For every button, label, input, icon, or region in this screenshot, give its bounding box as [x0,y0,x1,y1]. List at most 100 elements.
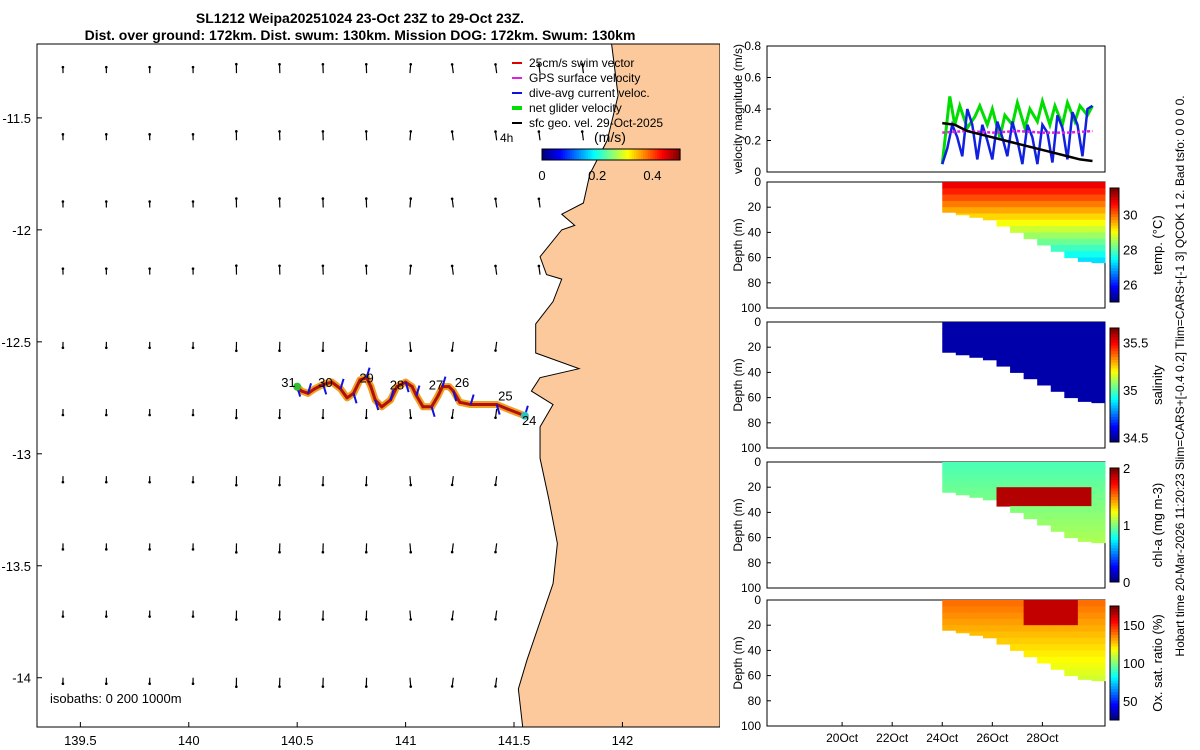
section-cell [1064,347,1079,354]
section-cell [1037,474,1052,482]
geo-vel-arrow [494,341,498,351]
section-y-tick-label: 100 [741,719,761,733]
section-cell [1050,226,1065,233]
section-colorbar-cell [1110,196,1119,200]
section-cell [1037,207,1052,214]
section-colorbar-cell [1110,473,1119,478]
section-colorbar-cell [1110,436,1119,440]
section-cell [1037,347,1052,354]
geo-vel-arrow [409,341,412,351]
colorbar-cell [606,149,610,160]
current-vector [339,378,345,390]
section-colorbar-cell [1110,547,1119,552]
section-cell [1064,328,1079,336]
section-y-tick-label: 60 [748,391,762,405]
section-colorbar-cell [1110,439,1119,443]
section-cell [1077,219,1092,227]
section-colorbar-cell [1110,556,1119,560]
geo-vel-arrowhead [191,682,195,686]
section-cell [969,462,984,469]
geo-vel-arrowhead [409,264,413,268]
section-colorbar-cell [1110,270,1119,274]
legend-label: sfc geo. vel. 29-Oct-2025 [529,116,663,130]
section-cell [1077,238,1092,246]
geo-vel-arrowhead [494,349,497,352]
track-start-marker [520,411,529,420]
section-colorbar-tick-label: 1 [1123,518,1130,533]
section-cell [969,493,984,498]
section-cell [996,340,1011,348]
section-colorbar-cell [1110,293,1119,297]
section-colorbar-cell [1110,608,1119,613]
colorbar-cell [615,149,619,160]
section-cell [1023,226,1038,233]
colorbar-cell [544,149,548,160]
section-cell [1077,391,1092,399]
section-cell [1010,480,1025,488]
section-colorbar-cell [1110,579,1119,583]
geo-vel-arrowhead [364,416,368,420]
section-cell [1064,600,1079,607]
section-cell [982,631,998,639]
geo-vel-arrowhead [409,483,413,487]
section-cell [1091,391,1106,399]
colorbar-cell [631,149,635,160]
geo-vel-arrowhead [409,197,413,200]
section-colorbar-cell [1110,505,1119,509]
section-cell [1037,372,1052,380]
section-colorbar-cell [1110,345,1119,349]
colorbar-cell [620,149,624,160]
colorbar-cell [643,149,647,160]
section-colorbar-cell [1110,396,1119,400]
section-cell [1037,650,1052,658]
section-cell [1010,194,1025,202]
section-cell [969,328,984,336]
section-cell [982,353,998,361]
section-cell [1023,194,1038,202]
colorbar-cell [574,149,578,160]
geo-vel-arrowhead [191,267,195,270]
section-cell [1037,322,1052,329]
section-colorbar-tick-label: 30 [1123,207,1137,222]
section-cell [1037,378,1052,386]
section-cell [1064,226,1079,233]
section-colorbar-cell [1110,542,1119,546]
section-cell [1010,625,1025,632]
section-cell [1050,480,1065,488]
geo-vel-arrowhead [321,62,325,66]
section-cell [1091,200,1106,208]
section-colorbar-cell [1110,259,1119,263]
colorbar-cell [599,149,603,160]
geo-vel-arrow [538,64,541,74]
map-x-tick-label: 142 [612,733,634,748]
geo-vel-arrowhead [104,682,108,686]
geo-vel-arrow [451,64,454,74]
section-cell [1010,606,1025,614]
section-cell [1037,618,1052,626]
section-cell [942,188,957,196]
geo-vel-arrowhead [321,349,325,352]
section-cell [1077,257,1092,262]
current-vector [495,404,501,415]
section-cell [1077,200,1092,208]
section-cell [1037,512,1052,520]
geo-vel-arrow [451,131,454,141]
section-colorbar-tick-label: 50 [1123,694,1137,709]
velocity-y-tick-label: 0.6 [744,71,761,85]
section-colorbar-cell [1110,614,1119,618]
section-y-tick-label: 20 [748,340,762,354]
section-cell [996,493,1011,501]
section-cell [996,328,1011,336]
section-cell [1091,531,1106,539]
section-colorbar-tick-label: 26 [1123,277,1137,292]
section-colorbar-cell [1110,213,1119,217]
section-cell [1050,238,1065,246]
section-cell [1023,618,1038,626]
section-colorbar-cell [1110,219,1119,223]
chart-subtitle: Dist. over ground: 172km. Dist. swum: 13… [84,27,636,43]
geo-vel-arrowhead [191,548,195,551]
section-y-label: Depth (m) [731,358,745,411]
section-colorbar-cell [1110,279,1119,283]
section-cell [1064,512,1079,520]
section-cell [1050,462,1065,469]
